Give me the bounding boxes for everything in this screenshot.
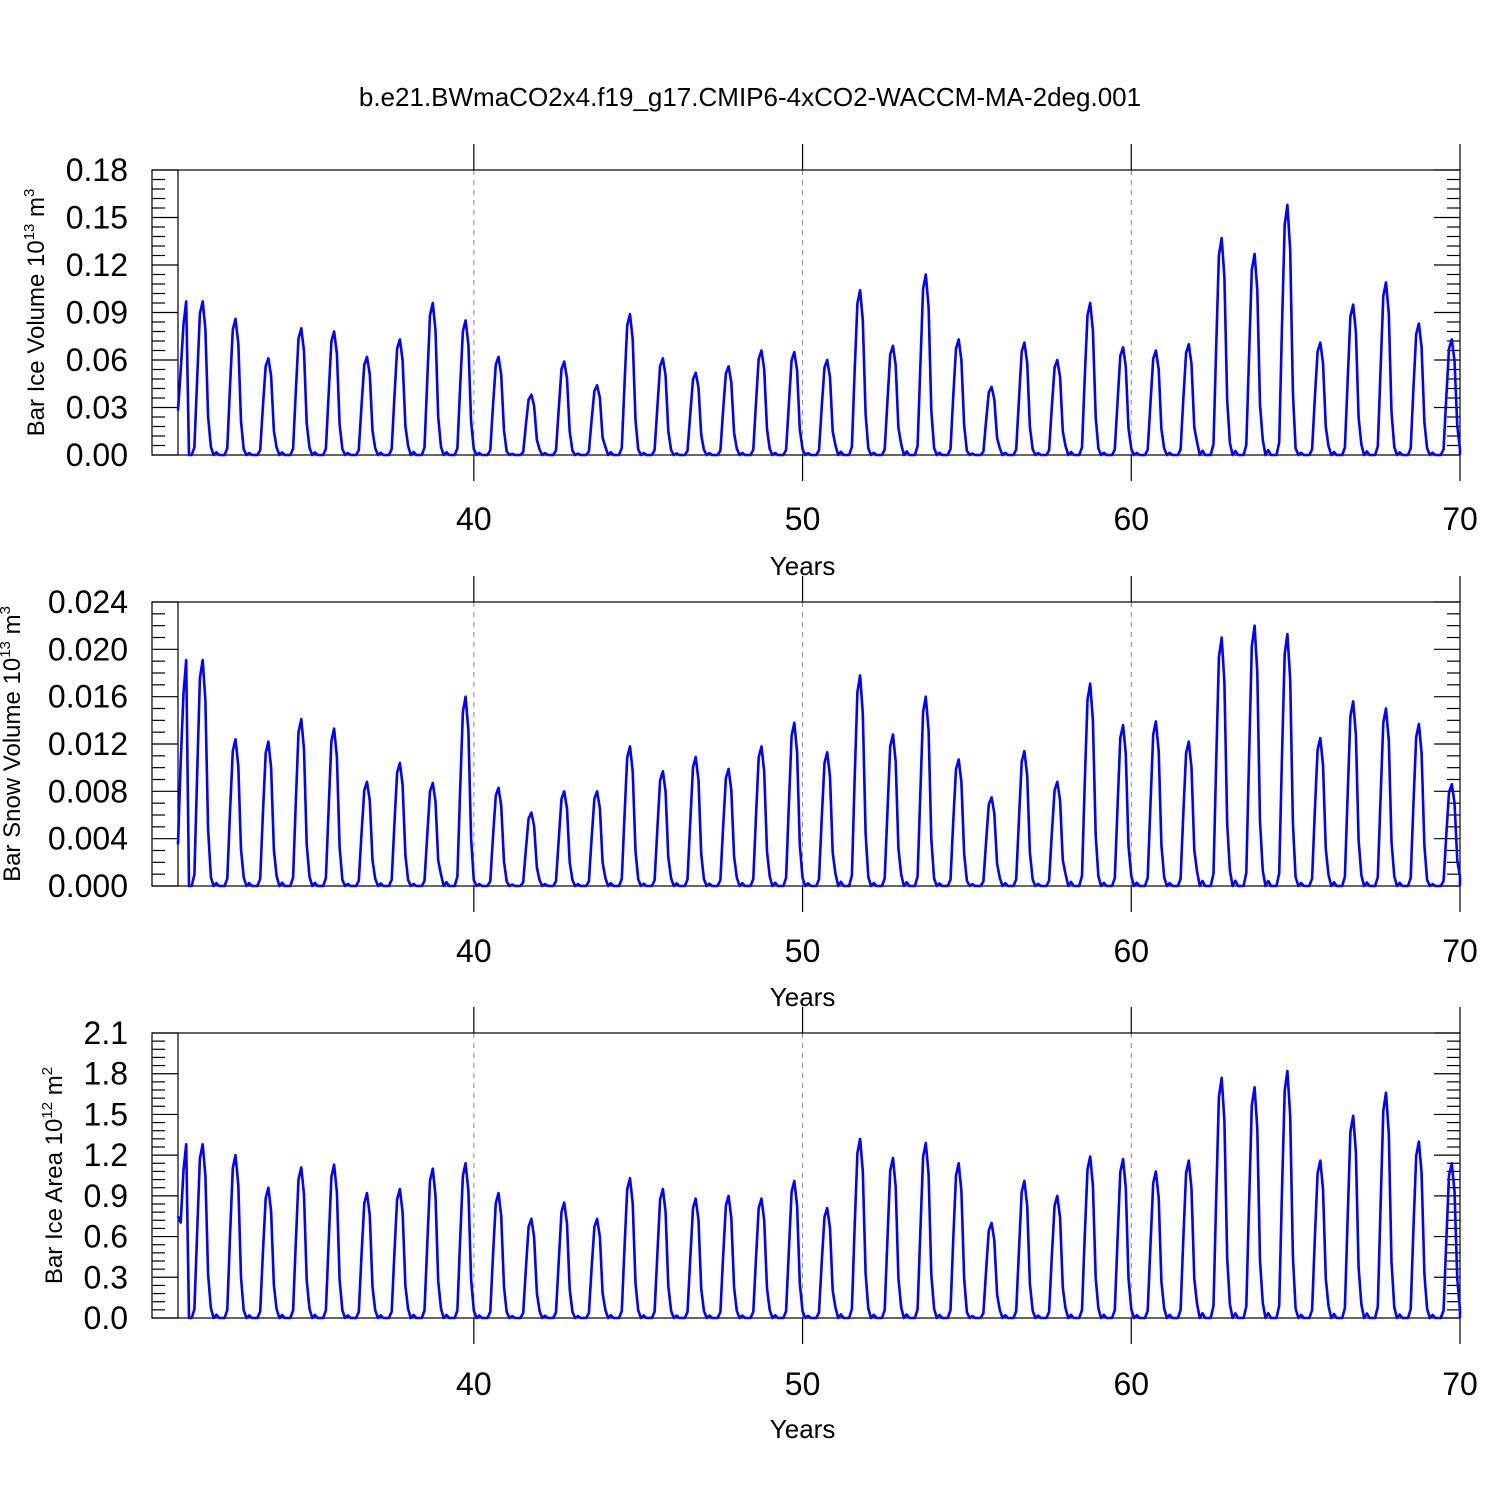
y-title-main: Bar Ice Area 10 [41,1119,68,1284]
data-series-line [176,1069,1462,1320]
y-tick-label: 0.09 [66,295,128,331]
y-title-exponent: 12 [39,1102,56,1119]
y-axis-title: Bar Ice Volume 1013 m3 [21,189,50,437]
y-tick-label: 0.012 [48,726,128,762]
y-tick-label: 0.024 [48,584,128,620]
plot-frame [151,601,1461,887]
y-tick-label: 1.2 [84,1137,128,1173]
chart-panel-2: 0.000 0.004 0.008 0.012 0.016 0.020 0.024 40 50 6… [0,576,1478,1012]
y-title-unit: m [23,197,50,224]
y-tick-label: 0.020 [48,631,128,667]
y-title-unit: m [41,1075,68,1102]
x-tick-label: 50 [785,501,821,537]
y-tick-label: 0.016 [48,679,128,715]
y-tick-label: 0.12 [66,247,128,283]
plot-frame [151,1032,1461,1319]
y-tick-label: 0.004 [48,821,128,857]
y-axis-title: Bar Ice Area 1012 m2 [39,1067,68,1284]
y-title-exponent: 13 [0,641,14,658]
y-tick-label: 0.0 [84,1300,128,1336]
y-tick-label: 0.00 [66,437,128,473]
y-title-main: Bar Snow Volume 10 [0,658,26,882]
x-tick-label: 70 [1442,933,1478,969]
y-tick-label: 0.06 [66,342,128,378]
y-tick-label: 0.3 [84,1259,128,1295]
y-tick-label: 0.03 [66,390,128,426]
y-title-unit-exponent: 3 [0,606,14,614]
y-title-unit-exponent: 3 [21,189,38,197]
x-axis-title: Years [770,1414,836,1444]
x-tick-label: 50 [785,933,821,969]
x-tick-label: 60 [1113,501,1149,537]
y-axis-title: Bar Snow Volume 1013 m3 [0,606,26,882]
x-tick-label: 40 [456,501,492,537]
data-series-line [176,203,1462,457]
y-tick-label: 0.18 [66,152,128,188]
x-tick-label: 60 [1113,933,1149,969]
y-tick-label: 0.6 [84,1219,128,1255]
y-tick-label: 0.008 [48,773,128,809]
x-tick-label: 60 [1113,1366,1149,1402]
y-tick-label: 0.000 [48,868,128,904]
x-tick-label: 70 [1442,1366,1478,1402]
data-series-line [176,624,1462,888]
y-title-unit: m [0,614,26,641]
y-title-main: Bar Ice Volume 10 [23,240,50,436]
x-tick-label: 70 [1442,501,1478,537]
y-tick-label: 2.1 [84,1015,128,1051]
y-tick-label: 0.15 [66,200,128,236]
y-tick-label: 0.9 [84,1178,128,1214]
y-title-exponent: 13 [21,224,38,241]
figure-title: b.e21.BWmaCO2x4.f19_g17.CMIP6-4xCO2-WACC… [359,82,1141,112]
x-tick-label: 40 [456,933,492,969]
chart-panel-3: 0.0 0.3 0.6 0.9 1.2 1.5 1.8 2.1 40 50 60 70 Years Bar… [39,1007,1478,1444]
y-tick-label: 1.8 [84,1056,128,1092]
plot-frame [151,169,1461,456]
x-tick-label: 50 [785,1366,821,1402]
y-tick-label: 1.5 [84,1096,128,1132]
y-title-unit-exponent: 2 [39,1067,56,1075]
x-tick-label: 40 [456,1366,492,1402]
